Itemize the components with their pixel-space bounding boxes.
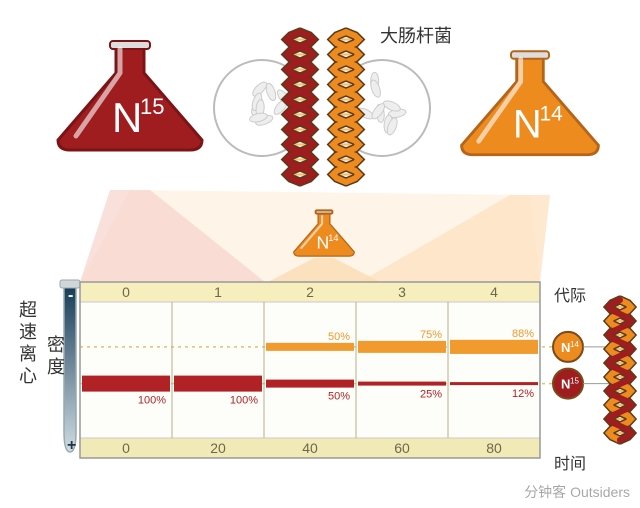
svg-text:+: + (67, 437, 76, 454)
chart-bg (80, 302, 540, 438)
pct-n14: 88% (512, 328, 534, 340)
band-n14 (358, 341, 446, 353)
time-tick: 0 (122, 440, 130, 456)
gen-tick: 1 (214, 284, 222, 300)
band-n15 (266, 380, 354, 388)
badge-n14: N14 (553, 332, 583, 362)
band-n15 (450, 382, 538, 385)
badge-n15: N15 (553, 369, 583, 399)
svg-text:N: N (112, 94, 142, 141)
helix-light (333, 32, 359, 182)
generation-label: 代际 (554, 282, 586, 306)
band-n15 (174, 376, 262, 392)
svg-text:N: N (513, 103, 542, 147)
time-tick: 60 (394, 440, 410, 456)
pct-n15: 50% (328, 391, 350, 403)
helix-result (609, 300, 631, 440)
pct-n15: 12% (512, 388, 534, 400)
time-label: 时间 (554, 450, 586, 474)
gen-tick: 0 (122, 284, 130, 300)
flask-n14: N14 (462, 51, 599, 155)
svg-text:15: 15 (140, 94, 164, 119)
svg-text:N: N (561, 377, 570, 392)
time-tick: 80 (486, 440, 502, 456)
pct-n15: 100% (138, 395, 166, 407)
svg-text:N: N (561, 340, 570, 355)
time-tick: 20 (210, 440, 226, 456)
helix-heavy (287, 32, 313, 182)
band-n15 (358, 382, 446, 386)
gen-tick: 2 (306, 284, 314, 300)
svg-text:14: 14 (328, 233, 338, 243)
svg-text:14: 14 (540, 103, 563, 126)
density-label: 密度 (42, 335, 68, 379)
pct-n15: 100% (230, 395, 258, 407)
time-tick: 40 (302, 440, 318, 456)
svg-text:-: - (68, 287, 73, 304)
svg-text:14: 14 (570, 340, 579, 349)
watermark: 分钟客 Outsiders (524, 482, 630, 502)
pct-n15: 25% (420, 389, 442, 401)
gen-tick: 3 (398, 284, 406, 300)
ecoli-label: 大肠杆菌 (380, 22, 452, 48)
centrifuge-label: 超速离心 (14, 300, 40, 388)
pct-n14: 75% (420, 329, 442, 341)
band-n14 (266, 343, 354, 351)
band-n15 (82, 376, 170, 392)
flask-n15: N15 (58, 41, 202, 150)
pct-n14: 50% (328, 331, 350, 343)
band-n14 (450, 340, 538, 354)
svg-text:15: 15 (570, 377, 579, 386)
gen-tick: 4 (490, 284, 498, 300)
